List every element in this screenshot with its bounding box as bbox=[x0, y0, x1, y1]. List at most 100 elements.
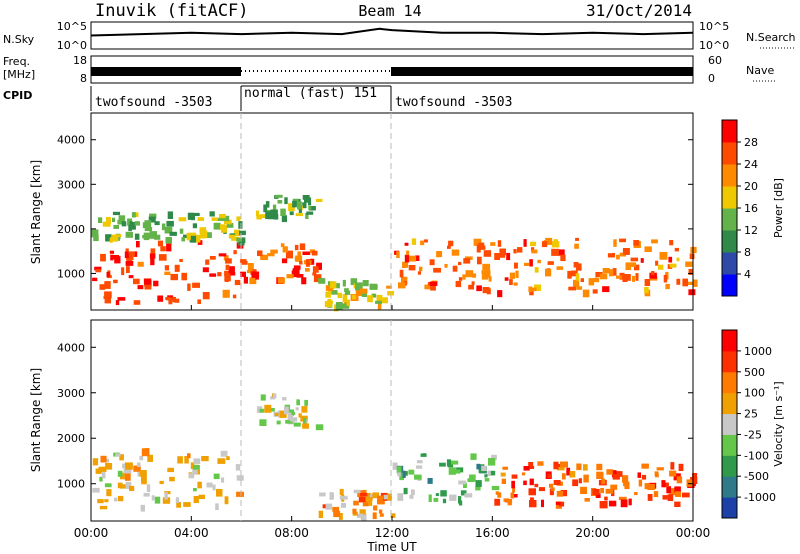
velocity-cell bbox=[550, 487, 555, 491]
velocity-cell bbox=[634, 492, 638, 496]
velocity-cell bbox=[117, 495, 124, 502]
power-cell bbox=[149, 213, 157, 219]
power-cell bbox=[517, 247, 523, 253]
power-cell bbox=[111, 234, 119, 242]
power-cell bbox=[494, 253, 500, 260]
power-cell bbox=[649, 272, 657, 279]
power-cell bbox=[575, 237, 579, 241]
velocity-cell bbox=[315, 424, 324, 431]
velocity-colorbar-tick-label: 25 bbox=[744, 408, 758, 421]
power-cell bbox=[404, 254, 410, 263]
power-cell bbox=[308, 197, 312, 206]
velocity-cell bbox=[387, 493, 392, 501]
power-cell bbox=[404, 242, 409, 246]
velocity-cell bbox=[556, 467, 565, 471]
power-colorbar-tick-label: 20 bbox=[744, 180, 758, 193]
power-cell bbox=[513, 249, 517, 254]
power-cell bbox=[280, 208, 286, 216]
velocity-cell bbox=[372, 512, 377, 520]
velocity-y-tick-label: 1000 bbox=[57, 478, 85, 491]
velocity-cell bbox=[417, 460, 423, 464]
velocity-cell bbox=[620, 499, 628, 508]
velocity-cell bbox=[154, 496, 161, 504]
power-cell bbox=[292, 268, 300, 274]
velocity-cell bbox=[133, 465, 141, 472]
velocity-cell bbox=[329, 492, 334, 500]
velocity-cell bbox=[295, 407, 299, 411]
velocity-colorbar-tick-label: -25 bbox=[744, 428, 762, 441]
velocity-cell bbox=[656, 467, 664, 471]
velocity-cell bbox=[183, 502, 191, 507]
power-cell bbox=[296, 274, 304, 278]
power-cell bbox=[293, 265, 301, 270]
power-cell bbox=[136, 241, 140, 248]
power-cell bbox=[197, 299, 201, 304]
velocity-cell bbox=[460, 490, 467, 496]
power-cell bbox=[599, 273, 608, 280]
power-cell bbox=[331, 290, 338, 295]
power-cell bbox=[630, 257, 639, 262]
power-cell bbox=[458, 277, 463, 281]
power-cell bbox=[344, 290, 351, 295]
velocity-colorbar-ticks: 1000 500 100 25 -25 -100 -500 -1000 bbox=[737, 345, 776, 504]
velocity-cell bbox=[159, 480, 164, 485]
power-cell bbox=[335, 302, 343, 310]
velocity-cell bbox=[521, 472, 526, 476]
velocity-cell bbox=[99, 505, 108, 510]
power-cell bbox=[247, 263, 254, 271]
velocity-cell bbox=[549, 488, 554, 496]
velocity-cell bbox=[641, 474, 647, 480]
power-cell bbox=[337, 292, 342, 299]
velocity-cell bbox=[332, 506, 340, 512]
velocity-cell bbox=[690, 477, 698, 485]
power-cell bbox=[602, 286, 610, 293]
velocity-cell bbox=[358, 496, 366, 503]
power-cell bbox=[367, 295, 373, 303]
power-cell bbox=[113, 225, 119, 229]
power-cell bbox=[688, 289, 696, 296]
power-cell bbox=[686, 281, 694, 285]
power-cell bbox=[205, 259, 210, 265]
velocity-cell bbox=[318, 510, 324, 518]
power-cell bbox=[99, 284, 106, 290]
velocity-colorbar-label: Velocity [m s⁻¹] bbox=[772, 381, 785, 466]
velocity-colorbar-frame bbox=[721, 329, 738, 519]
velocity-cell bbox=[143, 492, 150, 497]
velocity-cell bbox=[282, 397, 287, 401]
power-cell bbox=[164, 271, 171, 276]
velocity-cell bbox=[623, 481, 627, 487]
power-cell bbox=[121, 267, 125, 276]
velocity-cell bbox=[151, 495, 155, 501]
velocity-cell bbox=[488, 458, 496, 466]
power-cell bbox=[473, 238, 482, 246]
power-cell bbox=[94, 266, 102, 271]
power-cell bbox=[281, 215, 287, 223]
velocity-cell bbox=[264, 404, 272, 413]
velocity-cell bbox=[137, 469, 141, 477]
velocity-cell bbox=[427, 478, 433, 484]
velocity-cell bbox=[637, 472, 641, 478]
velocity-cell bbox=[605, 488, 614, 494]
power-cell bbox=[608, 269, 614, 277]
velocity-cell bbox=[125, 481, 132, 489]
power-cell bbox=[153, 280, 159, 287]
power-cell bbox=[302, 202, 307, 209]
power-cell bbox=[255, 276, 259, 280]
velocity-cell bbox=[269, 408, 275, 412]
power-cell bbox=[396, 251, 400, 258]
velocity-cell bbox=[137, 462, 141, 468]
velocity-cell bbox=[511, 480, 515, 489]
power-cell bbox=[557, 249, 565, 256]
velocity-cell bbox=[373, 505, 378, 511]
velocity-cell bbox=[451, 460, 459, 465]
velocity-cell bbox=[500, 472, 506, 477]
velocity-cell bbox=[481, 465, 487, 471]
velocity-cell bbox=[236, 475, 244, 481]
velocity-y-tick-label: 2000 bbox=[57, 432, 85, 445]
power-cell bbox=[246, 270, 253, 274]
velocity-cell bbox=[487, 470, 491, 476]
velocity-colorbar-tick-label: -1000 bbox=[744, 491, 776, 504]
velocity-cell bbox=[491, 485, 500, 491]
power-cell bbox=[592, 278, 600, 283]
power-cell bbox=[582, 289, 590, 298]
